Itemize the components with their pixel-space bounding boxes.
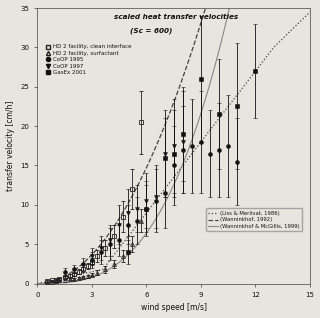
Legend: (Liss & Merlivat, 1986), (Wanninkhof, 1992), (Wanninkhof & McGillis, 1999): (Liss & Merlivat, 1986), (Wanninkhof, 19… — [206, 208, 302, 231]
X-axis label: wind speed [m/s]: wind speed [m/s] — [141, 303, 207, 313]
Y-axis label: transfer velocity [cm/h]: transfer velocity [cm/h] — [5, 100, 14, 191]
Text: (Sc = 600): (Sc = 600) — [130, 27, 172, 34]
Text: scaled heat transfer velocities: scaled heat transfer velocities — [114, 14, 238, 20]
